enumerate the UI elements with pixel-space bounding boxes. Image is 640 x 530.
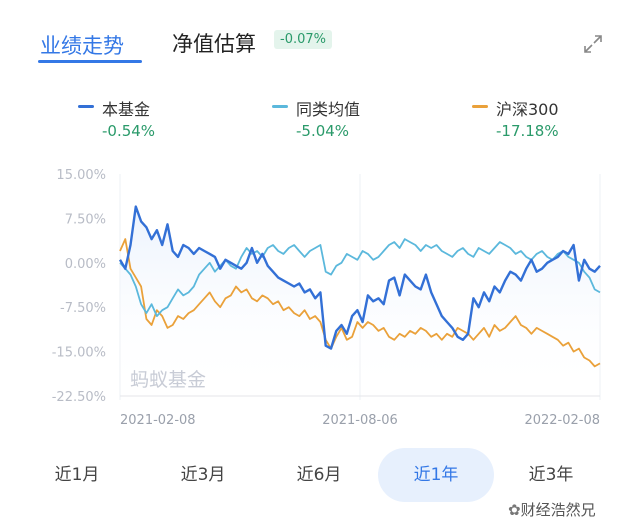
y-tick-label: 0.00%: [65, 257, 106, 272]
estimate-change-badge: -0.07%: [274, 30, 332, 49]
expand-icon[interactable]: [582, 33, 604, 55]
tab-performance[interactable]: 业绩走势: [40, 34, 124, 58]
x-tick-label: 2021-02-08: [120, 413, 196, 428]
tab-active-underline: [38, 60, 142, 63]
legend-csi300-swatch: [472, 105, 488, 108]
x-tick-label: 2022-02-08: [524, 413, 600, 428]
period-3m[interactable]: 近3月: [180, 465, 226, 485]
period-1m[interactable]: 近1月: [54, 465, 100, 485]
performance-chart: 15.00% 7.50% 0.00% -7.50% -15.00% -22.50% 2021…: [52, 168, 601, 428]
chart-series: [118, 205, 601, 368]
legend-peer-swatch: [272, 105, 288, 108]
legend-fund-value: -0.54%: [102, 122, 156, 140]
period-6m[interactable]: 近6月: [296, 465, 342, 485]
watermark-ant-fund: 蚂蚁基金: [130, 369, 207, 391]
series-line-csi300: [119, 238, 601, 368]
series-line-peer-avg: [119, 238, 601, 317]
chart-labels: 15.00% 7.50% 0.00% -7.50% -15.00% -22.50% 2021…: [52, 168, 600, 428]
legend-peer-name: 同类均值: [296, 100, 361, 119]
corner-watermark: ✿财经浩然兄: [508, 499, 596, 520]
x-tick-label: 2021-08-06: [322, 413, 398, 428]
y-tick-label: 15.00%: [56, 168, 106, 183]
legend-peer-value: -5.04%: [296, 122, 350, 140]
y-tick-label: 7.50%: [65, 212, 106, 227]
corner-watermark-text: 财经浩然兄: [520, 501, 596, 519]
series-line-fund: [118, 205, 601, 350]
legend-fund-name: 本基金: [102, 100, 151, 119]
legend-fund-swatch: [78, 105, 94, 108]
y-tick-label: -7.50%: [60, 301, 106, 316]
fund-area-fill: [120, 206, 600, 396]
tab-nav-estimate[interactable]: 净值估算: [172, 32, 256, 56]
fund-card: 业绩走势 净值估算 -0.07% 本基金 -0.54% 同类均值 -5.04% …: [12, 0, 628, 530]
legend-csi300-name: 沪深300: [496, 100, 559, 119]
period-3y[interactable]: 近3年: [528, 465, 574, 485]
corner-watermark-icon: ✿: [508, 501, 521, 519]
chart-fund-fill: [120, 206, 600, 396]
y-tick-label: -22.50%: [52, 390, 106, 405]
period-1y[interactable]: 近1年: [378, 448, 494, 502]
period-selector: 近1月 近3月 近6月 近1年 近3年: [40, 448, 610, 502]
legend-csi300-value: -17.18%: [496, 122, 559, 140]
y-tick-label: -15.00%: [52, 346, 106, 361]
